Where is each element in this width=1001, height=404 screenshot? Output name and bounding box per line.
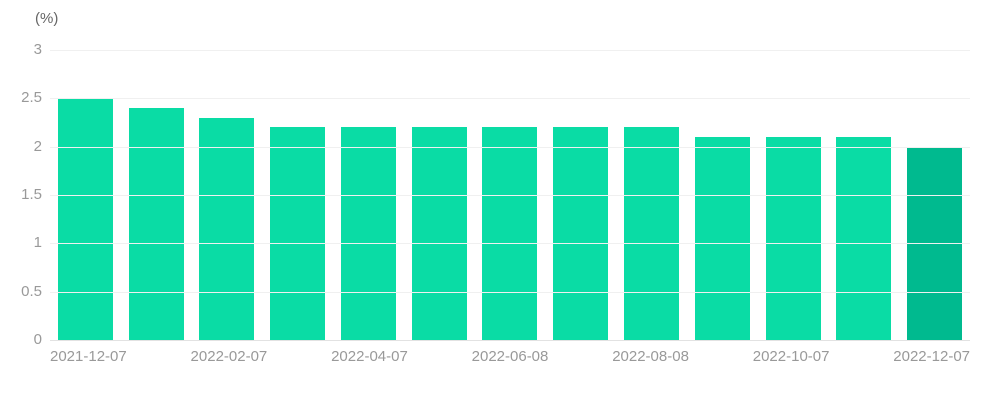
bar-slot <box>404 50 475 340</box>
bar-slot <box>616 50 687 340</box>
y-axis: 3 2.5 2 1.5 1 0.5 0 <box>0 42 42 348</box>
y-tick-label: 0 <box>33 331 42 348</box>
bar[interactable] <box>270 127 326 340</box>
x-tick-label: 2022-02-07 <box>190 348 268 365</box>
y-tick-label: 2 <box>33 137 42 155</box>
x-axis: 2021-12-07 2022-02-07 2022-04-07 2022-06-08… <box>50 348 970 365</box>
x-tick-label <box>829 348 893 365</box>
plot-area <box>50 50 970 341</box>
gridline <box>50 50 970 51</box>
bar[interactable] <box>128 108 184 340</box>
bar[interactable] <box>836 137 892 340</box>
bar[interactable] <box>411 127 467 340</box>
gridline <box>50 195 970 196</box>
x-tick-label: 2022-04-07 <box>331 348 408 365</box>
x-tick-label: 2022-10-07 <box>752 348 830 365</box>
bar[interactable] <box>199 117 255 340</box>
bar[interactable] <box>694 137 750 340</box>
bar[interactable] <box>624 127 679 340</box>
gridline <box>50 146 970 148</box>
bar-slot <box>50 50 121 340</box>
y-axis-unit-label: (%) <box>35 10 59 27</box>
x-tick-label <box>689 348 753 365</box>
bar[interactable] <box>57 98 113 340</box>
x-tick-label <box>267 348 331 365</box>
bar-slot <box>828 50 899 340</box>
y-tick-label: 3 <box>33 41 42 58</box>
x-tick-label <box>408 348 472 365</box>
x-tick-label <box>127 348 191 365</box>
y-tick-label: 0.5 <box>21 282 42 300</box>
gridline <box>50 98 970 100</box>
gridline <box>50 243 970 245</box>
bar-slot <box>687 50 758 340</box>
bar-slot <box>475 50 546 340</box>
x-tick-label: 2022-08-08 <box>612 348 689 365</box>
bar[interactable] <box>765 137 821 340</box>
y-tick-label: 1.5 <box>21 186 42 203</box>
x-tick-label: 2022-06-08 <box>471 348 549 365</box>
bar-slot <box>192 50 263 340</box>
bar-slot <box>333 50 404 340</box>
bar[interactable] <box>340 127 396 340</box>
bar-slot <box>758 50 829 340</box>
x-tick-label: 2021-12-07 <box>50 348 127 365</box>
x-axis-line <box>50 340 970 341</box>
y-tick-label: 2.5 <box>21 89 42 107</box>
bar[interactable] <box>553 127 609 340</box>
y-tick-label: 1 <box>33 234 42 252</box>
x-tick-label <box>548 348 612 365</box>
bar-slot <box>545 50 616 340</box>
x-tick-label: 2022-12-07 <box>893 348 971 365</box>
gridline <box>50 291 970 293</box>
bar[interactable] <box>482 127 538 340</box>
bar-slot <box>262 50 333 340</box>
